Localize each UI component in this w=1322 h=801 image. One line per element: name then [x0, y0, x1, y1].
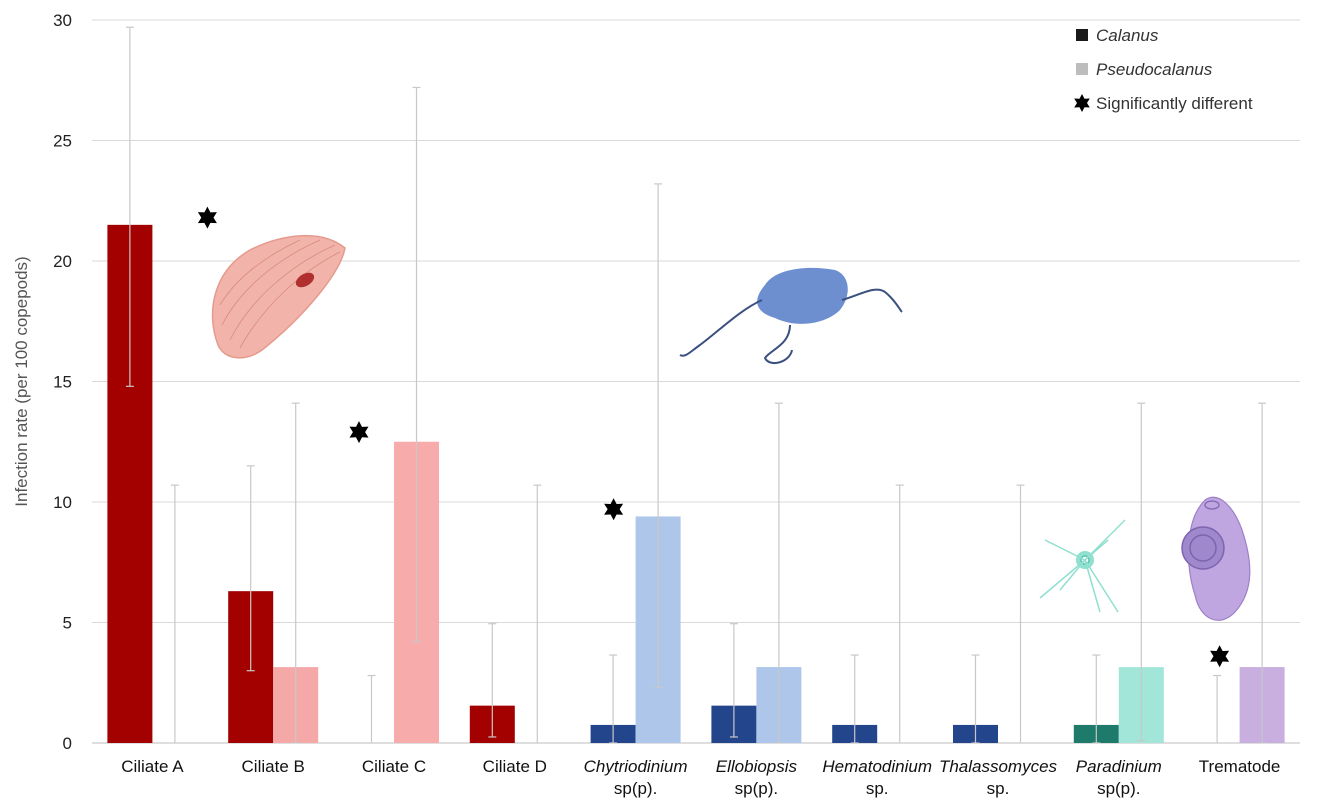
y-tick-label: 0 [63, 734, 72, 753]
x-category-label: Hematodinium [822, 757, 932, 776]
x-category-label: Trematode [1199, 757, 1281, 776]
dinoflagellate-illustration [679, 267, 903, 365]
x-category-label: Ciliate A [121, 757, 184, 776]
x-category-label: Thalassomyces [939, 757, 1058, 776]
significance-star [349, 421, 369, 444]
x-category-label: Ciliate B [242, 757, 305, 776]
legend: Calanus Pseudocalanus Significantly differ… [1074, 26, 1253, 113]
x-category-label-line2: sp(p). [614, 779, 657, 798]
legend-star [1074, 94, 1090, 112]
error-bars [125, 26, 1267, 744]
legend-label: Significantly different [1096, 94, 1253, 113]
significance-star [1210, 645, 1230, 668]
x-category-label: Chytriodinium [584, 757, 688, 776]
x-category-label-line2: sp. [987, 779, 1010, 798]
y-tick-label: 25 [53, 132, 72, 151]
x-category-label: Ciliate C [362, 757, 426, 776]
trematode-illustration [1181, 496, 1251, 621]
significance-star [604, 498, 624, 521]
significance-star [197, 206, 217, 229]
y-tick-label: 10 [53, 493, 72, 512]
legend-swatch [1076, 63, 1088, 75]
y-tick-label: 30 [53, 11, 72, 30]
significance-markers [197, 206, 1230, 668]
legend-label: Calanus [1096, 26, 1159, 45]
paradinium-illustration [1039, 519, 1126, 613]
y-tick-label: 15 [53, 373, 72, 392]
x-category-label: Ciliate D [483, 757, 547, 776]
y-tick-label: 20 [53, 252, 72, 271]
x-category-label-line2: sp(p). [735, 779, 778, 798]
y-axis-ticks: 0 5 10 15 20 25 30 [53, 11, 72, 753]
y-tick-label: 5 [63, 614, 72, 633]
legend-swatch [1076, 29, 1088, 41]
ciliate-illustration [211, 234, 346, 359]
x-category-label-line2: sp(p). [1097, 779, 1140, 798]
x-category-label-line2: sp. [866, 779, 889, 798]
legend-label: Pseudocalanus [1096, 60, 1213, 79]
x-axis-category-labels: Ciliate A Ciliate B Ciliate C Ciliate D Chyt… [121, 757, 1280, 798]
x-category-label: Ellobiopsis [716, 757, 798, 776]
y-axis-label: Infection rate (per 100 copepods) [12, 256, 31, 506]
x-category-label: Paradinium [1076, 757, 1162, 776]
organism-illustrations [211, 234, 1251, 621]
